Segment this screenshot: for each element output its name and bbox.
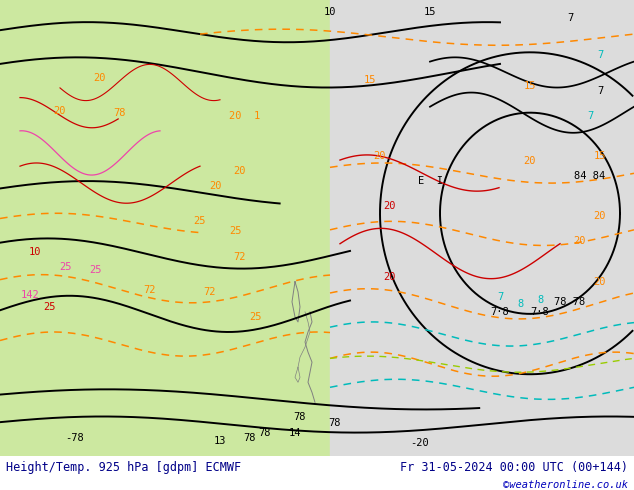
Text: 7: 7: [497, 292, 503, 302]
Text: 10: 10: [324, 7, 336, 17]
Text: 72: 72: [234, 251, 246, 262]
Text: 78: 78: [243, 433, 256, 442]
Text: Fr 31-05-2024 00:00 UTC (00+144): Fr 31-05-2024 00:00 UTC (00+144): [399, 461, 628, 473]
Text: 20: 20: [384, 271, 396, 282]
Text: 15: 15: [524, 80, 536, 91]
Text: 78: 78: [329, 417, 341, 428]
Text: 72: 72: [204, 287, 216, 297]
Text: 7: 7: [597, 50, 603, 60]
Text: 7·8: 7·8: [491, 307, 509, 317]
Text: 7: 7: [587, 111, 593, 121]
Text: 7: 7: [567, 13, 573, 23]
Text: 20: 20: [574, 237, 586, 246]
Text: E  I: E I: [418, 176, 443, 186]
Text: 14: 14: [288, 428, 301, 438]
Text: 15: 15: [424, 7, 436, 17]
Text: Height/Temp. 925 hPa [gdpm] ECMWF: Height/Temp. 925 hPa [gdpm] ECMWF: [6, 461, 242, 473]
Text: 25: 25: [44, 302, 56, 312]
Text: 20: 20: [209, 181, 221, 191]
Text: 25: 25: [194, 216, 206, 226]
Text: 13: 13: [214, 436, 226, 445]
Text: 20: 20: [94, 74, 107, 83]
Text: 7: 7: [597, 86, 603, 96]
Text: 84 84: 84 84: [574, 171, 605, 181]
Text: 78: 78: [294, 413, 306, 422]
Text: 20: 20: [594, 277, 606, 287]
Text: ©weatheronline.co.uk: ©weatheronline.co.uk: [503, 480, 628, 490]
Text: 20: 20: [54, 106, 66, 116]
Text: 15: 15: [364, 75, 376, 85]
Text: 20: 20: [594, 211, 606, 221]
Text: 20: 20: [384, 201, 396, 211]
Text: 20: 20: [234, 166, 246, 176]
Text: 142: 142: [21, 290, 39, 300]
Text: 78: 78: [259, 428, 271, 438]
Text: 25: 25: [229, 226, 242, 236]
Text: 20: 20: [524, 156, 536, 166]
Text: 20  1: 20 1: [230, 111, 261, 121]
Text: 25: 25: [249, 312, 261, 322]
Text: 72: 72: [144, 285, 156, 294]
Text: 25: 25: [89, 265, 101, 274]
Text: 8: 8: [537, 295, 543, 305]
Text: -78: -78: [66, 433, 84, 442]
Text: 78 78: 78 78: [554, 297, 586, 307]
Text: 25: 25: [59, 262, 71, 271]
Text: 10: 10: [29, 246, 41, 256]
Text: 20: 20: [374, 151, 386, 161]
Text: 8: 8: [517, 299, 523, 309]
Text: 15: 15: [594, 151, 606, 161]
Text: 7·8: 7·8: [531, 307, 550, 317]
Text: 78: 78: [113, 108, 126, 118]
Text: -20: -20: [411, 438, 429, 448]
